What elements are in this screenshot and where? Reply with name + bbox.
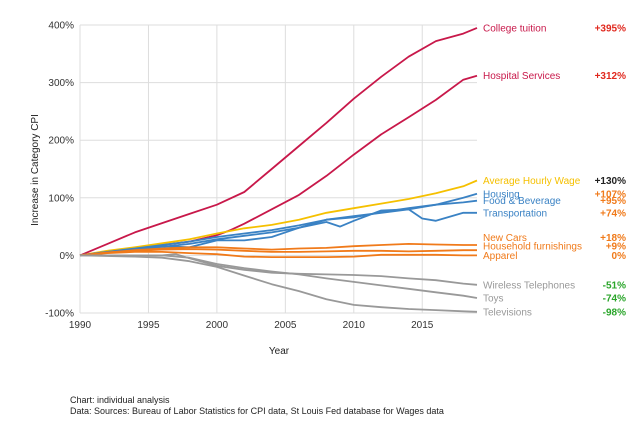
y-tick-label: -100% (45, 309, 74, 320)
y-axis-ticks: -100% 0% 100% 200% 300% 400% (45, 21, 74, 320)
series-lines (79, 27, 478, 313)
y-tick-label: 100% (48, 193, 74, 204)
series-line-televisions (79, 254, 478, 313)
series-label-transportation: Transportation (483, 208, 547, 219)
series-label-food-beverage: Food & Beverage (483, 196, 561, 207)
series-label-housing: Housing (483, 189, 520, 200)
x-axis-title: Year (269, 346, 290, 357)
x-tick-label: 1990 (69, 320, 92, 331)
change-label-apparel: 0% (612, 251, 627, 262)
x-tick-label: 2005 (274, 320, 297, 331)
data-source: Data: Sources: Bureau of Labor Statistic… (70, 406, 444, 416)
series-label-toys: Toys (483, 294, 504, 305)
series-line-apparel (79, 250, 477, 259)
series-labels: College tuition +395% Hospital Services +31… (483, 23, 626, 318)
change-label-household-furnishings: +9% (606, 242, 626, 253)
series-line-transportation (79, 208, 477, 257)
y-tick-label: 300% (48, 78, 74, 89)
series-label-new-cars: New Cars (483, 233, 527, 244)
series-label-televisions: Televisions (483, 307, 532, 318)
change-label-housing: +107% (595, 189, 627, 200)
chart-credit: Chart: individual analysis (70, 395, 170, 405)
grid-lines (79, 24, 477, 314)
y-tick-label: 0% (60, 251, 75, 262)
x-tick-label: 2010 (343, 320, 366, 331)
series-label-college-tuition: College tuition (483, 23, 546, 34)
y-tick-label: 400% (48, 21, 74, 32)
series-line-toys (80, 254, 478, 299)
x-tick-label: 1995 (137, 320, 160, 331)
change-label-transportation: +74% (600, 208, 626, 219)
change-label-toys: -74% (603, 294, 626, 305)
series-line-household-furnishings (79, 248, 477, 257)
series-label-apparel: Apparel (483, 251, 517, 262)
x-tick-label: 2015 (411, 320, 434, 331)
series-line-wireless-telephones (80, 253, 478, 286)
series-line-new-cars (79, 242, 477, 257)
series-label-hospital-services: Hospital Services (483, 71, 560, 82)
change-label-college-tuition: +395% (595, 23, 627, 34)
change-label-average-hourly-wage: +130% (595, 176, 627, 187)
y-axis-title: Increase in Category CPI (30, 114, 41, 226)
series-line-college-tuition (79, 27, 478, 257)
change-label-televisions: -98% (603, 307, 626, 318)
change-label-wireless-telephones: -51% (603, 280, 626, 291)
series-label-average-hourly-wage: Average Hourly Wage (483, 176, 581, 187)
x-axis-ticks: 1990 1995 2000 2005 2010 2015 (69, 320, 434, 331)
series-label-wireless-telephones: Wireless Telephones (483, 280, 575, 291)
y-tick-label: 200% (48, 136, 74, 147)
line-chart: -100% 0% 100% 200% 300% 400% 1990 1995 2000 2005… (30, 21, 626, 358)
change-label-hospital-services: +312% (595, 71, 627, 82)
x-tick-label: 2000 (206, 320, 229, 331)
series-line-average-hourly-wage (79, 179, 478, 257)
series-label-household-furnishings: Household furnishings (483, 242, 582, 253)
change-label-food-beverage: +95% (600, 196, 626, 207)
change-label-new-cars: +18% (600, 233, 626, 244)
